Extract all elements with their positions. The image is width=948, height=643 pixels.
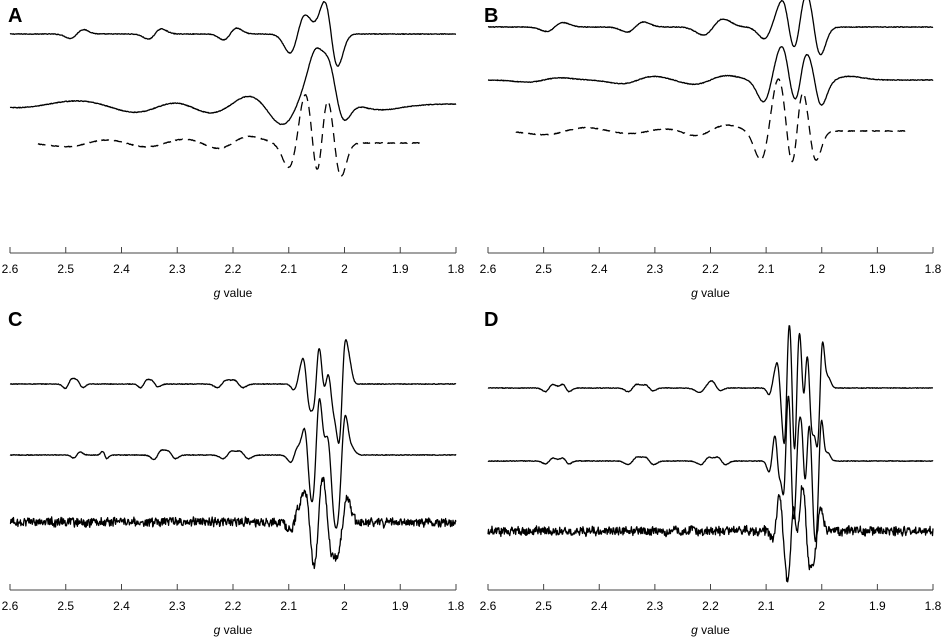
x-tick-label: 2 [818,262,825,276]
spectrum-trace-1 [487,0,934,56]
x-axis-label-text: value [698,623,730,637]
x-tick-label: 2.1 [758,262,775,276]
x-axis-label-text: value [220,623,252,637]
x-axis-label-symbol: g [214,286,221,300]
panel-letter-d: D [484,309,498,331]
x-tick-label: 2.4 [591,599,608,613]
x-tick-label: 2.5 [57,262,74,276]
x-tick-label: 2.1 [280,262,297,276]
panel-c: C 2.6 2.5 2.4 2.3 2.2 2.1 2 1.9 1.8 g value [2,309,465,637]
x-tick-label: 2.3 [169,262,186,276]
spectrum-trace-1 [9,0,457,67]
x-tick-label: 1.8 [925,262,942,276]
x-tick-label: 2.6 [480,599,497,613]
x-tick-label: 2.3 [647,599,664,613]
x-tick-label: 1.8 [448,262,465,276]
spectrum-trace-2 [9,397,457,529]
panel-letter-b: B [484,5,498,27]
spectrum-trace-2 [9,47,457,126]
x-tick-label: 2.6 [2,262,19,276]
x-tick-label: 2.3 [169,599,186,613]
x-tick-label: 2.6 [2,599,19,613]
x-tick-label: 1.9 [869,262,886,276]
panel-d: D 2.6 2.5 2.4 2.3 2.2 2.1 2 1.9 1.8 g value [480,309,942,637]
x-axis-label: g value [214,623,253,637]
spectrum-trace-1 [9,339,457,444]
x-tick-label: 1.8 [448,599,465,613]
panel-letter-c: C [8,309,22,331]
x-tick-label: 2.5 [535,262,552,276]
panel-a: A 2.6 2.5 2.4 2.3 2.2 2.1 2 1.9 1.8 g value [2,0,465,300]
panel-b: B 2.6 2.5 2.4 2.3 2.2 2.1 2 1.9 1.8 g value [480,0,942,300]
x-axis-label: g value [214,286,253,300]
x-tick-label: 1.9 [392,599,409,613]
x-tick-label: 2 [341,262,348,276]
x-axis-label: g value [691,623,730,637]
x-tick-label: 2.5 [535,599,552,613]
x-axis-label-symbol: g [214,623,221,637]
x-tick-label: 2.2 [225,262,242,276]
x-tick-label: 2.6 [480,262,497,276]
spectrum-trace-3 [37,94,423,178]
x-tick-label: 2.2 [702,262,719,276]
x-tick-label: 2.2 [225,599,242,613]
x-tick-label: 1.9 [392,262,409,276]
x-tick-label: 2.5 [57,599,74,613]
x-tick-label: 2.3 [647,262,664,276]
x-axis-label-text: value [220,286,252,300]
spectrum-trace-2 [487,46,934,106]
x-tick-label: 2 [818,599,825,613]
x-tick-label: 1.9 [869,599,886,613]
panel-letter-a: A [8,5,22,27]
x-tick-label: 2.4 [113,599,130,613]
x-tick-label: 2.2 [702,599,719,613]
x-tick-label: 2 [341,599,348,613]
x-tick-label: 2.4 [113,262,130,276]
x-axis-label-symbol: g [691,623,698,637]
spectrum-trace-1 [487,325,934,450]
x-tick-label: 2.1 [280,599,297,613]
x-tick-label: 1.8 [925,599,942,613]
x-tick-label: 2.4 [591,262,608,276]
x-axis-label-symbol: g [691,286,698,300]
spectrum-trace-3 [515,78,906,163]
x-axis-label: g value [691,286,730,300]
spectrum-trace-3 [487,485,934,583]
spectrum-trace-3 [9,476,457,570]
spectrum-trace-2 [487,395,934,543]
x-axis-label-text: value [698,286,730,300]
x-tick-label: 2.1 [758,599,775,613]
